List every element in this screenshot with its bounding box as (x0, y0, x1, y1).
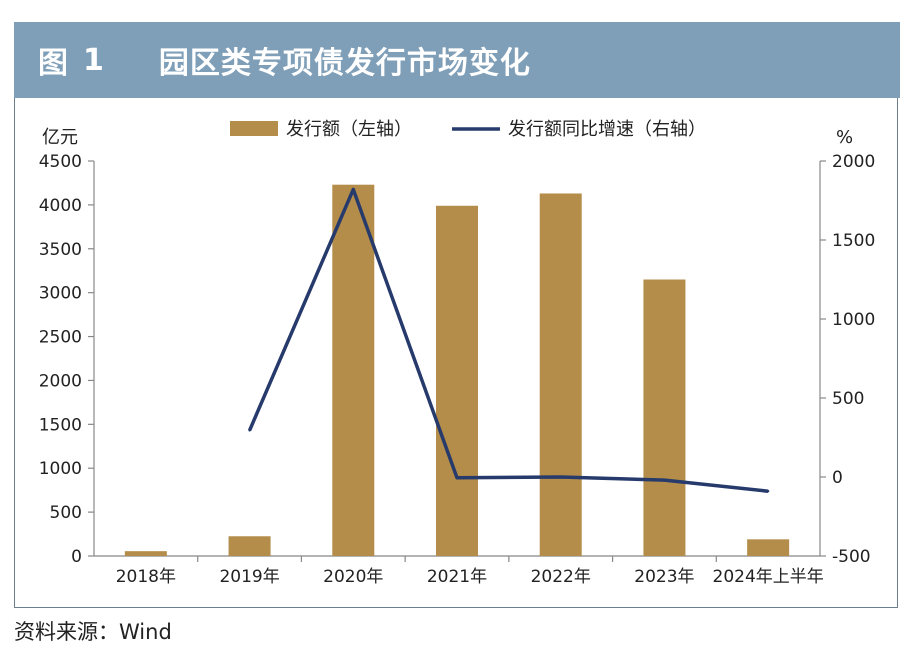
left-axis-tick-label: 2500 (39, 328, 82, 348)
x-axis-tick-label: 2019年 (219, 567, 279, 587)
x-axis-tick-label: 2018年 (116, 567, 176, 587)
right-axis-tick-label: 0 (832, 468, 843, 488)
bar-2022年 (539, 193, 582, 556)
figure-title: 园区类专项债发行市场变化 (158, 46, 531, 81)
right-axis-tick-label: 500 (832, 389, 864, 409)
x-axis-tick-label: 2023年 (634, 567, 694, 587)
bar-2019年 (228, 536, 271, 556)
bar-2023年 (643, 279, 686, 556)
bar-2018年 (124, 551, 167, 556)
right-axis-tick-label: -500 (832, 547, 871, 567)
source-note: 资料来源：Wind (14, 620, 172, 644)
left-axis-tick-label: 500 (50, 503, 82, 523)
left-axis-tick-label: 0 (71, 547, 82, 567)
left-axis-tick-label: 3000 (39, 284, 82, 304)
legend-line-label: 发行额同比增速（右轴） (508, 119, 706, 140)
growth-rate-line (247, 187, 769, 493)
left-axis-tick-label: 4500 (39, 152, 82, 172)
right-axis-unit: % (836, 127, 853, 148)
bar-2021年 (436, 205, 478, 556)
growth-rate-point (663, 478, 666, 482)
x-axis-tick-label: 2021年 (427, 567, 487, 587)
growth-rate-point (766, 490, 770, 493)
left-axis-tick-label: 2000 (39, 371, 82, 391)
left-axis-tick-label: 4000 (39, 196, 82, 216)
growth-rate-point (248, 429, 251, 432)
legend-bar-swatch (230, 121, 278, 136)
left-axis-unit: 亿元 (42, 127, 78, 148)
growth-rate-point (559, 475, 562, 479)
left-axis-tick-label: 3500 (39, 240, 82, 260)
right-axis-tick-label: 1500 (832, 231, 875, 251)
figure-number: 1 (83, 42, 105, 78)
right-axis-tick-label: 2000 (832, 152, 875, 172)
bar-2024年上半年 (747, 539, 790, 556)
figure-header: 图 1 园区类专项债发行市场变化 (14, 22, 900, 98)
x-axis-tick-label: 2020年 (323, 567, 383, 587)
left-axis-tick-label: 1500 (39, 415, 82, 435)
growth-rate-point (352, 188, 355, 191)
bar-2020年 (332, 184, 375, 556)
x-axis-tick-label: 2024年上半年 (713, 567, 824, 587)
x-axis-tick-label: 2022年 (531, 567, 591, 587)
right-axis-tick-label: 1000 (832, 310, 875, 330)
left-axis-tick-label: 1000 (39, 459, 82, 479)
growth-rate-point (455, 476, 459, 479)
figure-label: 图 (38, 46, 69, 81)
legend-bar-label: 发行额（左轴） (286, 119, 412, 140)
chart-frame (14, 98, 898, 608)
